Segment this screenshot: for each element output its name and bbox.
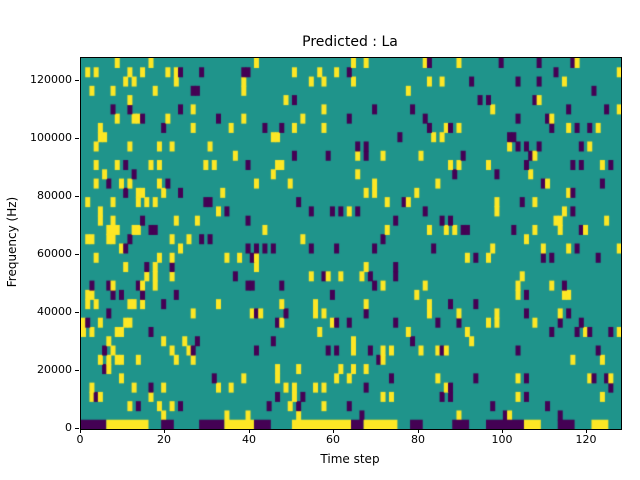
x-tick-mark xyxy=(418,429,419,433)
y-tick-mark xyxy=(75,312,79,313)
x-axis-label: Time step xyxy=(320,452,380,466)
x-tick-label: 80 xyxy=(411,433,425,446)
y-tick-label: 40000 xyxy=(37,305,72,318)
y-tick-label: 120000 xyxy=(30,73,72,86)
y-axis-label: Frequency (Hz) xyxy=(5,196,19,288)
y-tick-mark xyxy=(75,428,79,429)
x-tick-mark xyxy=(249,429,250,433)
chart-title: Predicted : La xyxy=(302,34,398,50)
plot-area xyxy=(80,57,622,430)
y-tick-label: 60000 xyxy=(37,247,72,260)
x-tick-mark xyxy=(164,429,165,433)
y-tick-mark xyxy=(75,254,79,255)
x-tick-label: 120 xyxy=(575,433,597,446)
x-tick-label: 0 xyxy=(76,433,84,446)
x-tick-mark xyxy=(80,429,81,433)
x-tick-mark xyxy=(333,429,334,433)
y-tick-label: 80000 xyxy=(37,189,72,202)
y-tick-label: 100000 xyxy=(30,131,72,144)
x-tick-label: 60 xyxy=(326,433,340,446)
x-tick-mark xyxy=(586,429,587,433)
y-tick-label: 20000 xyxy=(37,363,72,376)
x-tick-label: 20 xyxy=(157,433,171,446)
y-tick-mark xyxy=(75,370,79,371)
x-tick-label: 100 xyxy=(491,433,513,446)
y-tick-mark xyxy=(75,138,79,139)
heatmap-canvas xyxy=(81,58,621,429)
y-tick-label: 0 xyxy=(65,421,72,434)
y-tick-mark xyxy=(75,80,79,81)
y-tick-mark xyxy=(75,196,79,197)
x-tick-label: 40 xyxy=(242,433,256,446)
x-tick-mark xyxy=(502,429,503,433)
